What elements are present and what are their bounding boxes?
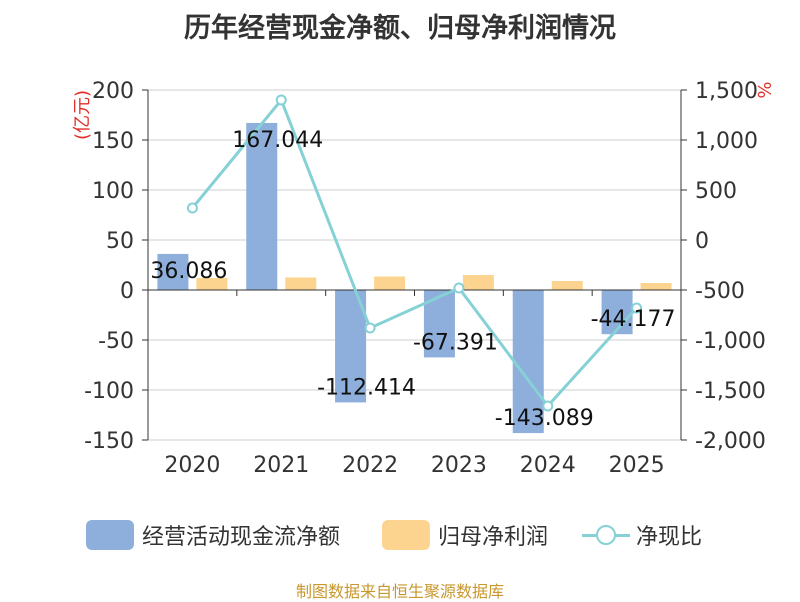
data-label-cashflow: -44.177 [591,307,676,332]
x-tick-label: 2025 [609,453,665,478]
bar-profit [196,278,228,290]
y-right-tick-label: -1,000 [695,329,766,354]
bar-cashflow [601,290,633,335]
data-label-cashflow: 167.044 [232,128,323,153]
line-point-ratio [186,202,198,214]
x-tick-label: 2022 [342,453,398,478]
legend-swatch-cashflow [86,520,134,550]
legend-label-cashflow: 经营活动现金流净额 [142,525,341,550]
y-right-axis-label: % [753,81,774,98]
x-tick-label: 2021 [253,453,309,478]
y-right-tick-label: 500 [695,179,737,204]
y-right-tick-label: -2,000 [695,429,766,454]
legend-item-profit[interactable]: 归母净利润 [382,518,548,552]
y-right-tick-label: 0 [695,229,709,254]
data-source-note: 制图数据来自恒生聚源数据库 [295,582,504,601]
bar-cashflow [157,253,189,290]
bar-profit [462,275,494,290]
line-point-ratio [542,400,554,412]
y-left-tick-label: 200 [92,79,134,104]
legend-label-profit: 归母净利润 [438,525,549,550]
x-tick-label: 2023 [431,453,487,478]
line-point-ratio [275,94,287,106]
y-left-tick-label: -100 [84,379,134,404]
bar-profit [551,281,583,290]
line-point-ratio [364,322,376,334]
y-right-tick-label: 1,500 [695,79,758,104]
bar-profit [374,276,406,290]
data-label-cashflow: 36.086 [150,259,227,284]
chart-title: 历年经营现金净额、归母净利润情况 [184,13,616,44]
bar-cashflow [512,290,544,434]
y-right-tick-label: -500 [695,279,745,304]
legend-label-ratio: 净现比 [636,525,703,550]
y-left-tick-label: 0 [120,279,134,304]
data-label-cashflow: -143.089 [495,406,594,431]
y-left-axis-label: (亿元) [72,90,93,140]
bar-cashflow [246,122,278,291]
y-right-tick-label: 1,000 [695,129,758,154]
line-ratio [191,97,638,409]
legend-swatch-ratio [582,520,630,550]
legend-swatch-profit [382,520,430,550]
legend-item-cashflow[interactable]: 经营活动现金流净额 [86,518,340,552]
y-left-tick-label: 150 [92,129,134,154]
y-left-tick-label: 100 [92,179,134,204]
bar-profit [640,283,672,290]
y-right-tick-label: -1,500 [695,379,766,404]
data-label-cashflow: -112.414 [317,375,416,400]
legend-item-ratio[interactable]: 净现比 [582,518,702,552]
line-point-ratio [453,282,465,294]
x-tick-label: 2024 [520,453,576,478]
y-left-tick-label: 50 [106,229,134,254]
data-label-cashflow: -67.391 [413,330,498,355]
y-left-tick-label: -50 [98,329,134,354]
bar-profit [285,277,317,290]
x-tick-label: 2020 [164,453,220,478]
bar-cashflow [335,290,367,403]
line-point-ratio [631,302,643,314]
y-left-tick-label: -150 [84,429,134,454]
